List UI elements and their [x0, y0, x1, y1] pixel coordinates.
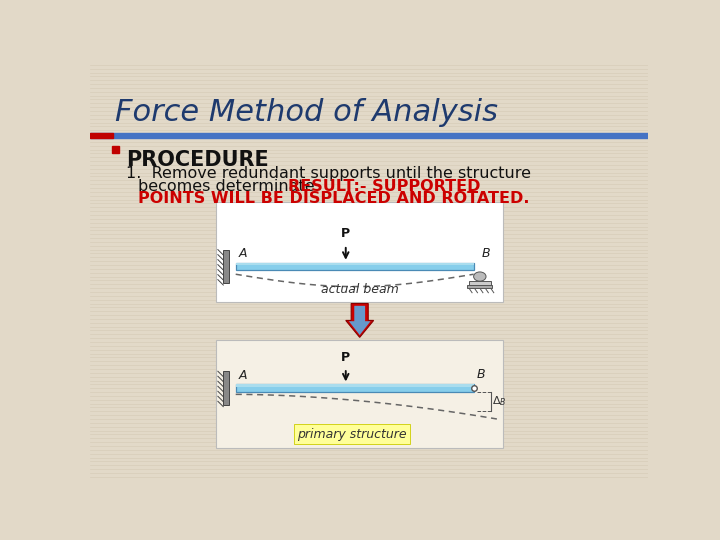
- Bar: [469, 281, 490, 285]
- Bar: [235, 262, 474, 265]
- Text: POINTS WILL BE DISPLACED AND ROTATED.: POINTS WILL BE DISPLACED AND ROTATED.: [138, 191, 529, 206]
- Bar: [112, 146, 119, 153]
- Text: RESULT:- SUPPORTED: RESULT:- SUPPORTED: [289, 179, 481, 194]
- Bar: [216, 340, 503, 448]
- Text: B: B: [482, 247, 490, 260]
- Text: P: P: [341, 227, 351, 240]
- Text: A: A: [239, 369, 247, 382]
- Text: actual beam: actual beam: [321, 283, 399, 296]
- Bar: [235, 384, 474, 392]
- Bar: [235, 262, 474, 271]
- Bar: [235, 384, 474, 387]
- Text: A: A: [239, 247, 247, 260]
- Text: becomes determinate.: becomes determinate.: [138, 179, 325, 194]
- Ellipse shape: [474, 272, 486, 281]
- Bar: [90, 132, 648, 138]
- Bar: [90, 132, 113, 138]
- Bar: [467, 285, 492, 288]
- Text: P: P: [341, 350, 351, 363]
- Text: primary structure: primary structure: [297, 428, 407, 441]
- Text: B: B: [477, 368, 485, 381]
- Bar: [223, 249, 229, 284]
- Text: 1.  Remove redundant supports until the structure: 1. Remove redundant supports until the s…: [126, 166, 531, 181]
- Text: Force Method of Analysis: Force Method of Analysis: [114, 98, 498, 127]
- FancyArrow shape: [349, 306, 371, 335]
- Text: $\Delta_B$: $\Delta_B$: [492, 394, 507, 408]
- Bar: [223, 372, 229, 405]
- Bar: [216, 202, 503, 302]
- Text: PROCEDURE: PROCEDURE: [126, 150, 269, 170]
- FancyArrow shape: [346, 303, 374, 338]
